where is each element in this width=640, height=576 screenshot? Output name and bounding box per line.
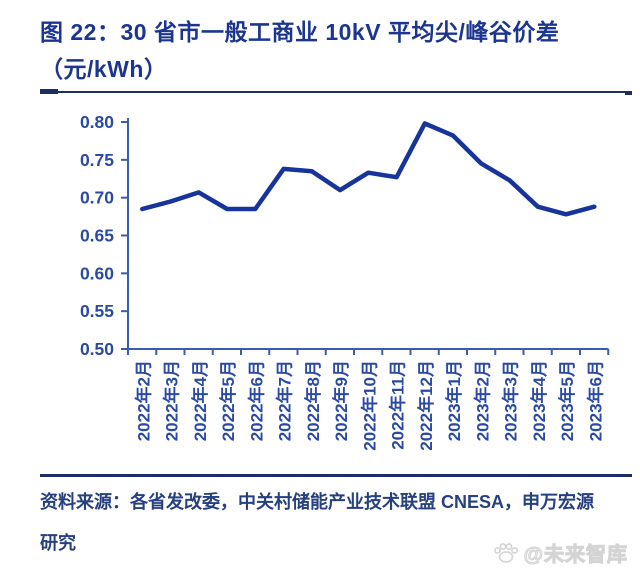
y-tick-label: 0.60: [80, 263, 114, 283]
x-tick-label: 2022年2月: [133, 360, 153, 441]
x-tick-label: 2023年2月: [472, 360, 492, 441]
footer-divider: [40, 474, 632, 477]
figure-title-line1: 图 22：30 省市一般工商业 10kV 平均尖/峰谷价差: [40, 19, 560, 45]
x-tick-label: 2022年8月: [303, 360, 323, 441]
source-note: 资料来源：各省发改委，中关村储能产业技术联盟 CNESA，申万宏源研究: [40, 492, 595, 553]
price-line: [140, 121, 597, 217]
x-tick-label: 2022年12月: [416, 360, 436, 451]
x-tick-label: 2023年3月: [501, 360, 521, 441]
y-tick-label: 0.70: [80, 188, 114, 208]
watermark-text: @未来智库: [523, 544, 628, 567]
x-tick-label: 2023年5月: [557, 360, 577, 441]
x-tick-label: 2022年9月: [331, 360, 351, 441]
divider-right-cap: [625, 91, 632, 95]
x-tick-label: 2023年1月: [444, 360, 464, 441]
paw-icon: [494, 542, 519, 563]
x-tick-label: 2022年5月: [218, 360, 238, 441]
x-tick-label: 2022年11月: [388, 360, 408, 450]
y-tick-label: 0.50: [80, 339, 114, 359]
divider-left-cap: [40, 89, 58, 94]
x-tick-label: 2022年3月: [162, 360, 182, 441]
y-tick-label: 0.65: [80, 226, 114, 246]
y-tick-label: 0.55: [80, 301, 114, 321]
figure-title: 图 22：30 省市一般工商业 10kV 平均尖/峰谷价差 （元/kWh）: [40, 14, 620, 88]
x-tick-label: 2023年6月: [585, 360, 605, 441]
title-divider: [40, 89, 632, 95]
y-tick-label: 0.80: [80, 112, 114, 132]
x-tick-label: 2022年10月: [359, 360, 379, 451]
x-tick-label: 2023年4月: [529, 360, 549, 441]
x-tick-label: 2022年6月: [246, 360, 266, 441]
x-tick-label: 2022年7月: [275, 360, 295, 441]
figure-title-line2: （元/kWh）: [40, 56, 168, 82]
y-tick-label: 0.75: [80, 150, 114, 170]
x-tick-label: 2022年4月: [190, 360, 210, 441]
watermark: @未来智库: [493, 538, 628, 567]
